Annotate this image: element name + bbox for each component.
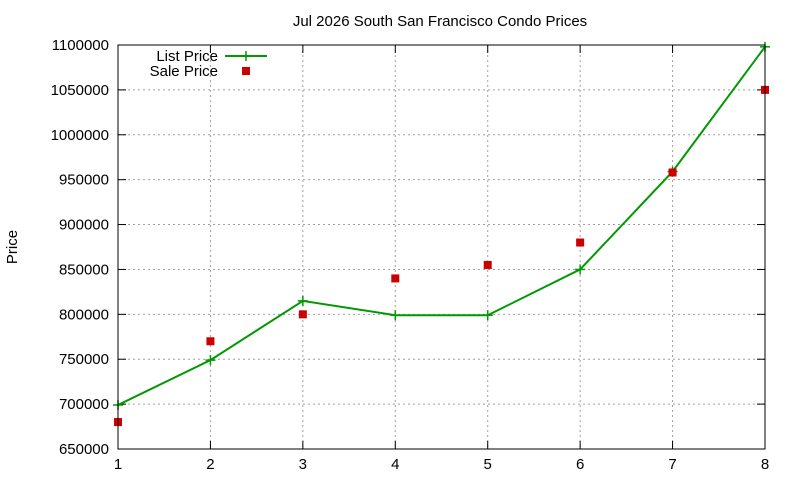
- x-tick-label: 5: [484, 456, 492, 473]
- y-tick-label: 850000: [59, 261, 109, 278]
- x-tick-label: 3: [299, 456, 307, 473]
- y-tick-label: 1000000: [51, 127, 109, 144]
- y-tick-label: 800000: [59, 306, 109, 323]
- grid-lines: [118, 45, 765, 449]
- chart-title: Jul 2026 South San Francisco Condo Price…: [293, 13, 587, 30]
- sale-price-point: [668, 168, 677, 177]
- x-tick-label: 4: [391, 456, 399, 473]
- list-price-point: [205, 355, 216, 366]
- sale-price-point: [298, 310, 307, 319]
- list-price-point: [390, 310, 401, 321]
- y-tick-label: 650000: [59, 441, 109, 458]
- sale-price-point: [391, 274, 400, 283]
- y-tick-label: 950000: [59, 172, 109, 189]
- sale-price-point: [206, 337, 215, 346]
- list-price-point: [482, 310, 493, 321]
- y-tick-label: 1100000: [52, 37, 109, 54]
- y-tick-label: 700000: [59, 396, 109, 413]
- y-tick-label: 1050000: [51, 82, 109, 99]
- y-axis-label: Price: [4, 230, 21, 264]
- legend-plus-swatch: [241, 51, 251, 61]
- sale-price-point: [576, 238, 585, 247]
- x-tick-label: 1: [114, 456, 122, 473]
- y-tick-label: 900000: [59, 217, 109, 234]
- x-tick-label: 8: [761, 456, 769, 473]
- legend-label: List Price: [156, 48, 218, 65]
- list-price-point: [575, 264, 586, 275]
- legend-square-swatch: [242, 67, 250, 75]
- plot-frame: [117, 44, 766, 450]
- axis-ticks: 650000 700000 750000 800000 850000 900000 9500…: [51, 37, 770, 473]
- list-price-point: [297, 295, 308, 306]
- list-price-line: [117, 46, 766, 406]
- legend-label: Sale Price: [150, 63, 218, 80]
- series-layer: [113, 41, 770, 427]
- y-tick-label: 750000: [59, 351, 109, 368]
- x-tick-label: 2: [206, 456, 214, 473]
- sale-price-point: [483, 260, 492, 269]
- x-tick-label: 6: [576, 456, 584, 473]
- x-tick-label: 7: [668, 456, 676, 473]
